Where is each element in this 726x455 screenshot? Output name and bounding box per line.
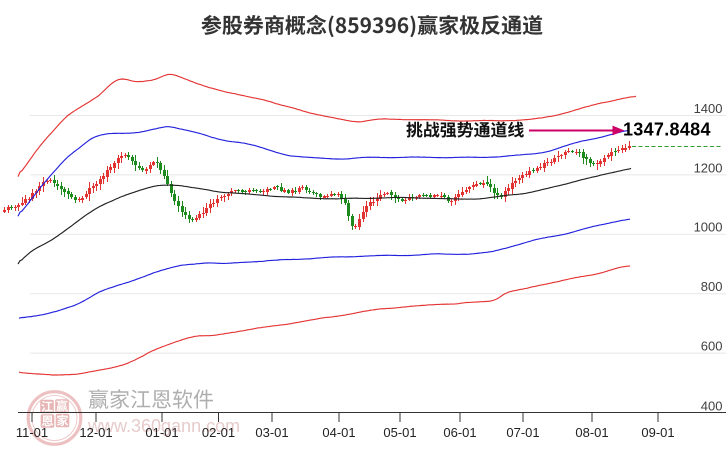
svg-text:02-01: 02-01: [202, 425, 235, 440]
svg-text:400: 400: [701, 398, 723, 413]
svg-text:1347.8484: 1347.8484: [623, 120, 711, 140]
svg-text:1400: 1400: [694, 101, 723, 116]
svg-text:www.360gann.com: www.360gann.com: [87, 416, 240, 436]
svg-text:1000: 1000: [694, 220, 723, 235]
svg-text:08-01: 08-01: [575, 425, 608, 440]
svg-text:11-01: 11-01: [16, 425, 48, 440]
svg-text:07-01: 07-01: [506, 425, 539, 440]
svg-text:03-01: 03-01: [255, 425, 288, 440]
svg-text:04-01: 04-01: [322, 425, 355, 440]
svg-text:06-01: 06-01: [443, 425, 476, 440]
svg-text:09-01: 09-01: [641, 425, 674, 440]
svg-text:01-01: 01-01: [145, 425, 178, 440]
svg-text:800: 800: [701, 279, 723, 294]
svg-text:600: 600: [701, 339, 723, 354]
svg-text:12-01: 12-01: [79, 425, 112, 440]
svg-text:1200: 1200: [694, 160, 723, 175]
svg-text:05-01: 05-01: [383, 425, 416, 440]
